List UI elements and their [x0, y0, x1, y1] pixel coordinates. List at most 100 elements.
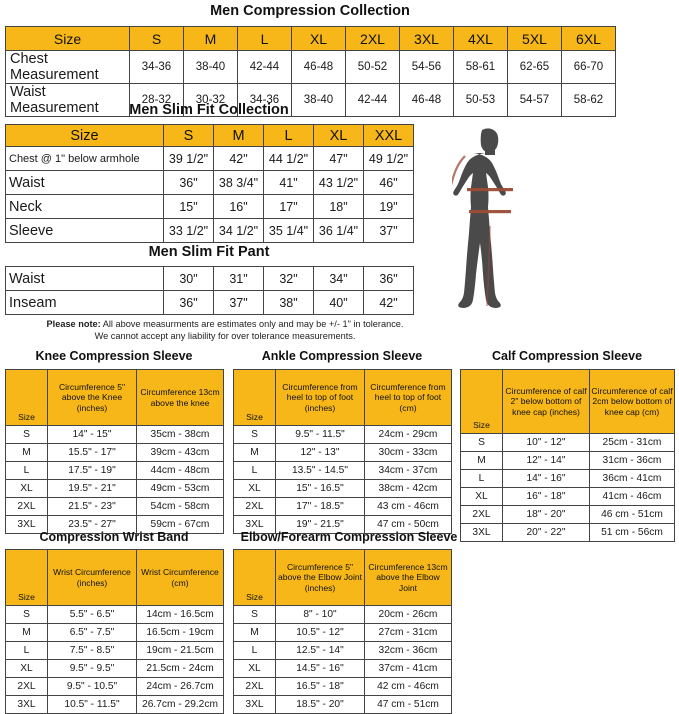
table-row: 3XL 10.5" - 11.5" 26.7cm - 29.2cm [5, 695, 224, 714]
cell-cm: 36cm - 41cm [589, 469, 675, 488]
cell-size: XL [233, 659, 276, 678]
cell-size: S [5, 425, 48, 444]
ankle-sleeve-title: Ankle Compression Sleeve [261, 349, 423, 363]
calf-sleeve-table: Size Circumference of calf 2" below bott… [460, 369, 675, 542]
cell-inches: 23.5" - 27" [47, 515, 137, 534]
cell-size: XL [5, 479, 48, 498]
cell: 49 1/2" [363, 146, 414, 171]
table-row: S 10" - 12" 25cm - 31cm [460, 433, 675, 452]
cell-cm: 26.7cm - 29.2cm [136, 695, 224, 714]
cell-cm: 32cm - 36cm [364, 641, 452, 660]
column-header-cm: Circumference 13cm above the knee [136, 369, 224, 426]
slim-fit-collection-title: Men Slim Fit Collection [129, 102, 289, 118]
cell: 36" [163, 170, 214, 195]
cell: 46-48 [291, 50, 346, 84]
compression-collection-table: Size S M L XL 2XL 3XL 4XL 5XL 6XL Chest … [5, 26, 616, 117]
table-row: 3XL 18.5" - 20" 47 cm - 51cm [233, 695, 452, 714]
cell: 34" [313, 266, 364, 291]
cell-inches: 14.5" - 16" [275, 659, 365, 678]
cell-cm: 44cm - 48cm [136, 461, 224, 480]
cell-cm: 35cm - 38cm [136, 425, 224, 444]
column-header: M [213, 124, 264, 147]
column-header-cm: Circumference of calf 2cm below bottom o… [589, 369, 675, 434]
cell-cm: 39cm - 43cm [136, 443, 224, 462]
table-header-row: Size Wrist Circumference (inches) Wrist … [5, 549, 224, 606]
cell: 30" [163, 266, 214, 291]
cell: 42" [363, 290, 414, 315]
column-header: XXL [363, 124, 414, 147]
cell-size: 2XL [233, 497, 276, 516]
cell-cm: 51 cm - 56cm [589, 523, 675, 542]
cell-inches: 10.5" - 11.5" [47, 695, 137, 714]
table-row: 3XL 23.5" - 27" 59cm - 67cm [5, 515, 224, 534]
cell: 35 1/4" [263, 218, 314, 243]
cell: 66-70 [561, 50, 616, 84]
note-line-2: We cannot accept any liability for over … [94, 331, 356, 342]
table-row: XL 15" - 16.5" 38cm - 42cm [233, 479, 452, 498]
table-row: Sleeve 33 1/2" 34 1/2" 35 1/4" 36 1/4" 3… [5, 218, 414, 243]
slim-fit-collection-table: Size S M L XL XXL Chest @ 1" below armho… [5, 124, 414, 243]
cell: 15" [163, 194, 214, 219]
row-label: Inseam [5, 290, 164, 315]
cell-cm: 34cm - 37cm [364, 461, 452, 480]
cell: 16" [213, 194, 264, 219]
cell: 36 1/4" [313, 218, 364, 243]
table-row: L 14" - 16" 36cm - 41cm [460, 469, 675, 488]
table-row: Waist 30" 31" 32" 34" 36" [5, 266, 414, 291]
cell: 18" [313, 194, 364, 219]
cell: 33 1/2" [163, 218, 214, 243]
cell: 38-40 [291, 83, 346, 117]
column-header: 6XL [561, 26, 616, 51]
cell-inches: 9.5" - 11.5" [275, 425, 365, 444]
note-line-1: Please note: All above measurments are e… [5, 318, 445, 330]
cell: 42" [213, 146, 264, 171]
cell: 34-36 [129, 50, 184, 84]
cell-cm: 47 cm - 50cm [364, 515, 452, 534]
row-label: Waist Measurement [5, 83, 130, 117]
cell: 38" [263, 290, 314, 315]
table-row: Chest Measurement 34-36 38-40 42-44 46-4… [5, 50, 616, 84]
cell-inches: 6.5" - 7.5" [47, 623, 137, 642]
row-label: Sleeve [5, 218, 164, 243]
elbow-sleeve-title: Elbow/Forearm Compression Sleeve [240, 530, 458, 544]
cell-inches: 14" - 16" [502, 469, 590, 488]
table-row: L 7.5" - 8.5" 19cm - 21.5cm [5, 641, 224, 660]
ankle-sleeve-table: Size Circumference from heel to top of f… [233, 369, 452, 534]
column-header-cm: Circumference 13cm above the Elbow Joint [364, 549, 452, 606]
cell-cm: 20cm - 26cm [364, 605, 452, 624]
column-header: L [237, 26, 292, 51]
cell: 50-52 [345, 50, 400, 84]
cell: 37" [213, 290, 264, 315]
column-header-size: Size [460, 369, 503, 434]
cell-inches: 14" - 15" [47, 425, 137, 444]
cell: 58-61 [453, 50, 508, 84]
cell: 41" [263, 170, 314, 195]
row-label: Neck [5, 194, 164, 219]
table-row: 2XL 18" - 20" 46 cm - 51cm [460, 505, 675, 524]
table-row: XL 9.5" - 9.5" 21.5cm - 24cm [5, 659, 224, 678]
row-label: Waist [5, 170, 164, 195]
table-row: L 12.5" - 14" 32cm - 36cm [233, 641, 452, 660]
size-chart-page: Men Compression Collection Size S M L XL… [5, 3, 675, 714]
table-header-row: Size S M L XL 2XL 3XL 4XL 5XL 6XL [5, 26, 616, 51]
wrist-band-title: Compression Wrist Band [39, 530, 189, 544]
cell-size: 3XL [233, 695, 276, 714]
cell-cm: 30cm - 33cm [364, 443, 452, 462]
table-row: M 12" - 14" 31cm - 36cm [460, 451, 675, 470]
cell-size: L [5, 461, 48, 480]
table-row: M 15.5" - 17" 39cm - 43cm [5, 443, 224, 462]
cell-size: 2XL [233, 677, 276, 696]
row-label: Chest @ 1" below armhole [5, 146, 164, 171]
cell: 19" [363, 194, 414, 219]
cell-size: 3XL [460, 523, 503, 542]
cell-cm: 24cm - 26.7cm [136, 677, 224, 696]
cell: 58-62 [561, 83, 616, 117]
column-header: Size [5, 124, 164, 147]
table-row: Inseam 36" 37" 38" 40" 42" [5, 290, 414, 315]
table-row: M 6.5" - 7.5" 16.5cm - 19cm [5, 623, 224, 642]
table-row: 3XL 20" - 22" 51 cm - 56cm [460, 523, 675, 542]
cell-inches: 9.5" - 9.5" [47, 659, 137, 678]
table-row: XL 19.5" - 21" 49cm - 53cm [5, 479, 224, 498]
column-header-cm: Wrist Circumference (cm) [136, 549, 224, 606]
cell-inches: 13.5" - 14.5" [275, 461, 365, 480]
